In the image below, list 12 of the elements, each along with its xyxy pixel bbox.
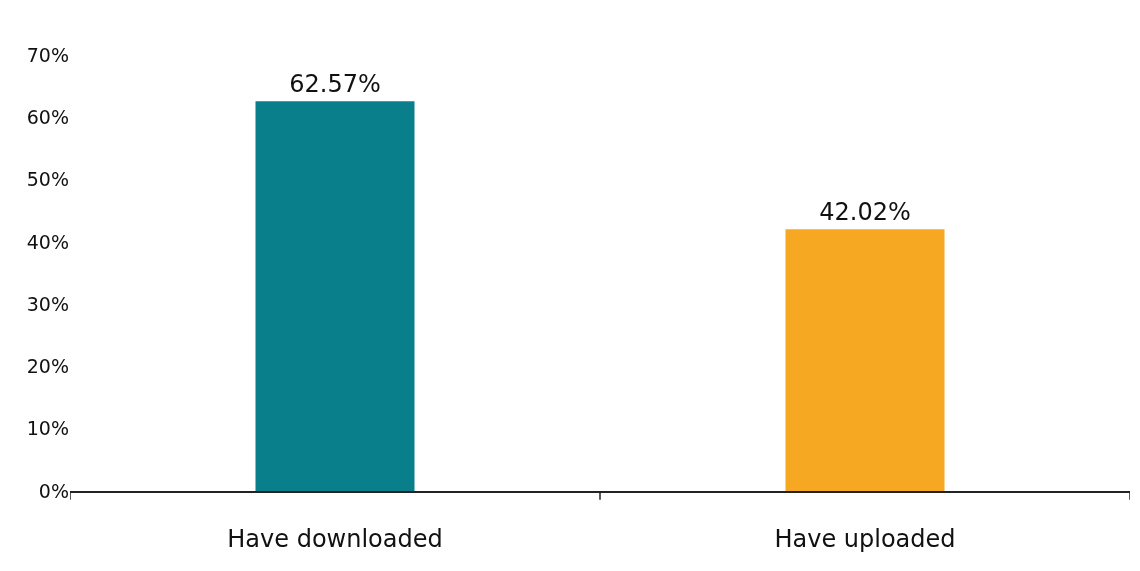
data-label: 42.02% <box>819 198 911 227</box>
y-tick-label: 30% <box>26 292 69 315</box>
y-tick-label: 0% <box>38 479 69 502</box>
data-label: 62.57% <box>289 70 381 99</box>
y-tick-label: 40% <box>26 230 69 253</box>
y-tick-label: 50% <box>26 168 69 191</box>
y-tick-label: 70% <box>26 43 69 66</box>
x-tick-label: Have downloaded <box>227 524 443 553</box>
y-tick-label: 10% <box>26 417 69 440</box>
y-tick-label: 20% <box>26 355 69 378</box>
x-tick-label: Have uploaded <box>774 524 956 553</box>
y-tick-label: 60% <box>26 105 69 128</box>
